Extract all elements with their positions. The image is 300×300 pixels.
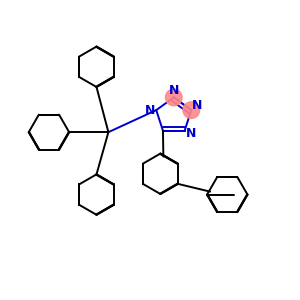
Circle shape [166,89,182,106]
Text: N: N [169,84,179,98]
Circle shape [183,102,200,118]
Text: N: N [191,99,202,112]
Text: N: N [186,127,196,140]
Text: N: N [145,103,155,117]
